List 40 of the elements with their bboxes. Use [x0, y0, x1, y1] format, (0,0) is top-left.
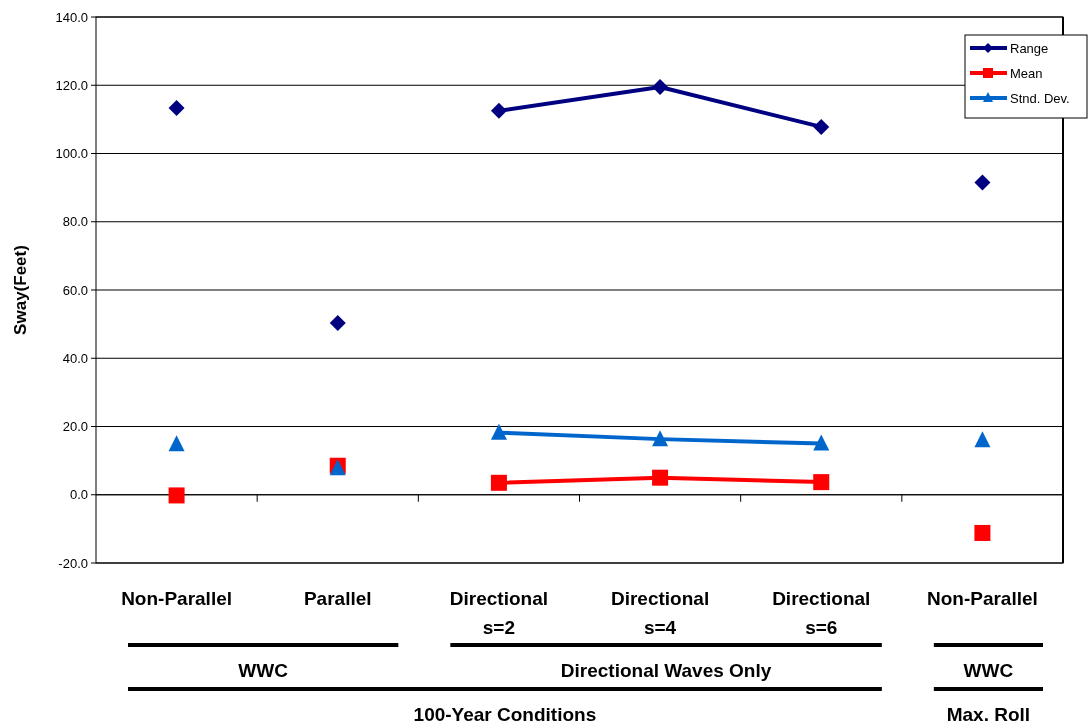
point — [652, 469, 669, 486]
point — [329, 315, 346, 332]
text: 100-Year Conditions — [413, 704, 597, 723]
point — [813, 118, 830, 135]
point — [168, 487, 185, 504]
point — [813, 474, 830, 491]
point — [813, 434, 830, 451]
point — [168, 100, 185, 117]
y-tick-label: 0.0 — [69, 487, 88, 503]
x-tick-label: Directional s=4 — [610, 588, 710, 638]
point — [490, 423, 507, 440]
point — [974, 524, 991, 541]
legend-label: Mean — [1010, 65, 1043, 81]
y-tick-label: -20.0 — [58, 555, 88, 571]
y-tick-label: 40.0 — [62, 350, 88, 366]
point — [652, 430, 669, 447]
x-tick-label: Parallel — [303, 588, 372, 609]
legend-label: Range — [1010, 40, 1049, 56]
x-tick-label: Directional s=6 — [772, 588, 871, 638]
point — [974, 431, 991, 448]
y-tick-label: 80.0 — [62, 214, 88, 230]
x-tick-label: Non-Parallel — [926, 588, 1038, 609]
y-tick-label: 120.0 — [55, 77, 88, 93]
point — [652, 78, 669, 95]
point — [974, 174, 991, 191]
y-axis-title: Sway(Feet) — [11, 245, 30, 335]
point — [168, 435, 185, 452]
text: Directional Waves Only — [560, 660, 772, 681]
y-tick-label: 140.0 — [55, 9, 88, 25]
y-tick-label: 100.0 — [55, 146, 88, 162]
x-tick-label: Directional s=2 — [449, 588, 549, 638]
x-tick-label: Non-Parallel — [121, 588, 233, 609]
point — [490, 102, 507, 119]
text: WWC — [963, 660, 1014, 681]
legend-label: Stnd. Dev. — [1010, 90, 1070, 106]
text: Max. Roll — [946, 704, 1031, 723]
y-tick-label: 20.0 — [62, 419, 88, 435]
point — [490, 474, 507, 491]
text: WWC — [238, 660, 289, 681]
y-tick-label: 60.0 — [62, 282, 88, 298]
